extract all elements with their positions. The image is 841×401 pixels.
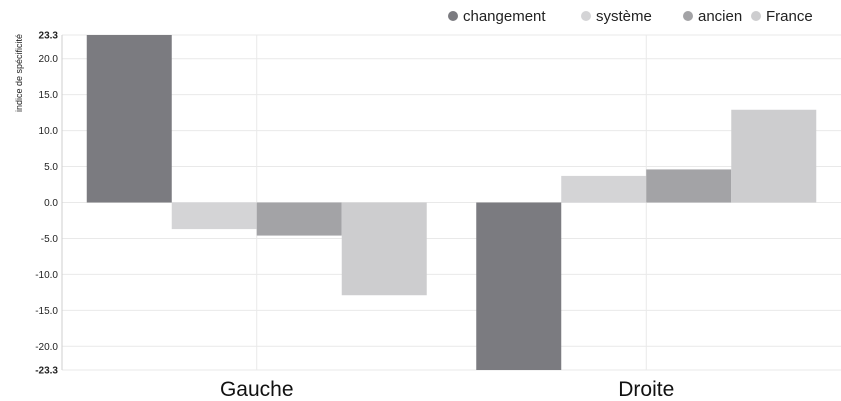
- y-tick-label: 15.0: [39, 90, 59, 101]
- bar-ancien-gauche[interactable]: [256, 202, 342, 236]
- legend[interactable]: changement système ancien France: [448, 8, 813, 25]
- y-tick-label: -23.3: [35, 366, 58, 377]
- legend-item[interactable]: ancien: [683, 8, 742, 25]
- legend-label: ancien: [698, 8, 742, 25]
- x-tick-label: Gauche: [220, 378, 294, 401]
- legend-swatch-icon: [448, 11, 458, 21]
- y-tick-label: 23.3: [39, 31, 59, 42]
- y-tick-label: -15.0: [35, 306, 58, 317]
- legend-swatch-icon: [751, 11, 761, 21]
- y-tick-label: -5.0: [41, 234, 59, 245]
- legend-label: France: [766, 8, 813, 25]
- bar-france-droite[interactable]: [731, 109, 817, 203]
- legend-label: changement: [463, 8, 546, 25]
- x-tick-label: Droite: [618, 378, 674, 401]
- bar-changement-droite[interactable]: [476, 202, 562, 371]
- bar-changement-gauche[interactable]: [86, 35, 172, 203]
- bar-france-gauche[interactable]: [341, 202, 427, 296]
- legend-swatch-icon: [683, 11, 693, 21]
- y-axis: 23.3 20.0 15.0 10.0 5.0 0.0 -5.0 -10.0 -15.0 -20.…: [35, 31, 63, 377]
- y-tick-label: 0.0: [44, 198, 58, 209]
- legend-item[interactable]: changement: [448, 8, 546, 25]
- legend-swatch-icon: [581, 11, 591, 21]
- bars: [86, 35, 817, 371]
- y-tick-label: -20.0: [35, 342, 58, 353]
- bar-ancien-droite[interactable]: [646, 169, 732, 203]
- y-axis-label: indice de spécificité: [14, 34, 24, 112]
- bar-syst-me-droite[interactable]: [561, 175, 647, 203]
- legend-label: système: [596, 8, 652, 25]
- legend-item[interactable]: système: [581, 8, 652, 25]
- bar-syst-me-gauche[interactable]: [171, 202, 257, 230]
- legend-item[interactable]: France: [751, 8, 813, 25]
- y-tick-label: 5.0: [44, 162, 58, 173]
- y-tick-label: 10.0: [39, 126, 59, 137]
- y-tick-label: 20.0: [39, 54, 59, 65]
- y-tick-label: -10.0: [35, 270, 58, 281]
- x-axis: Gauche Droite: [220, 378, 674, 401]
